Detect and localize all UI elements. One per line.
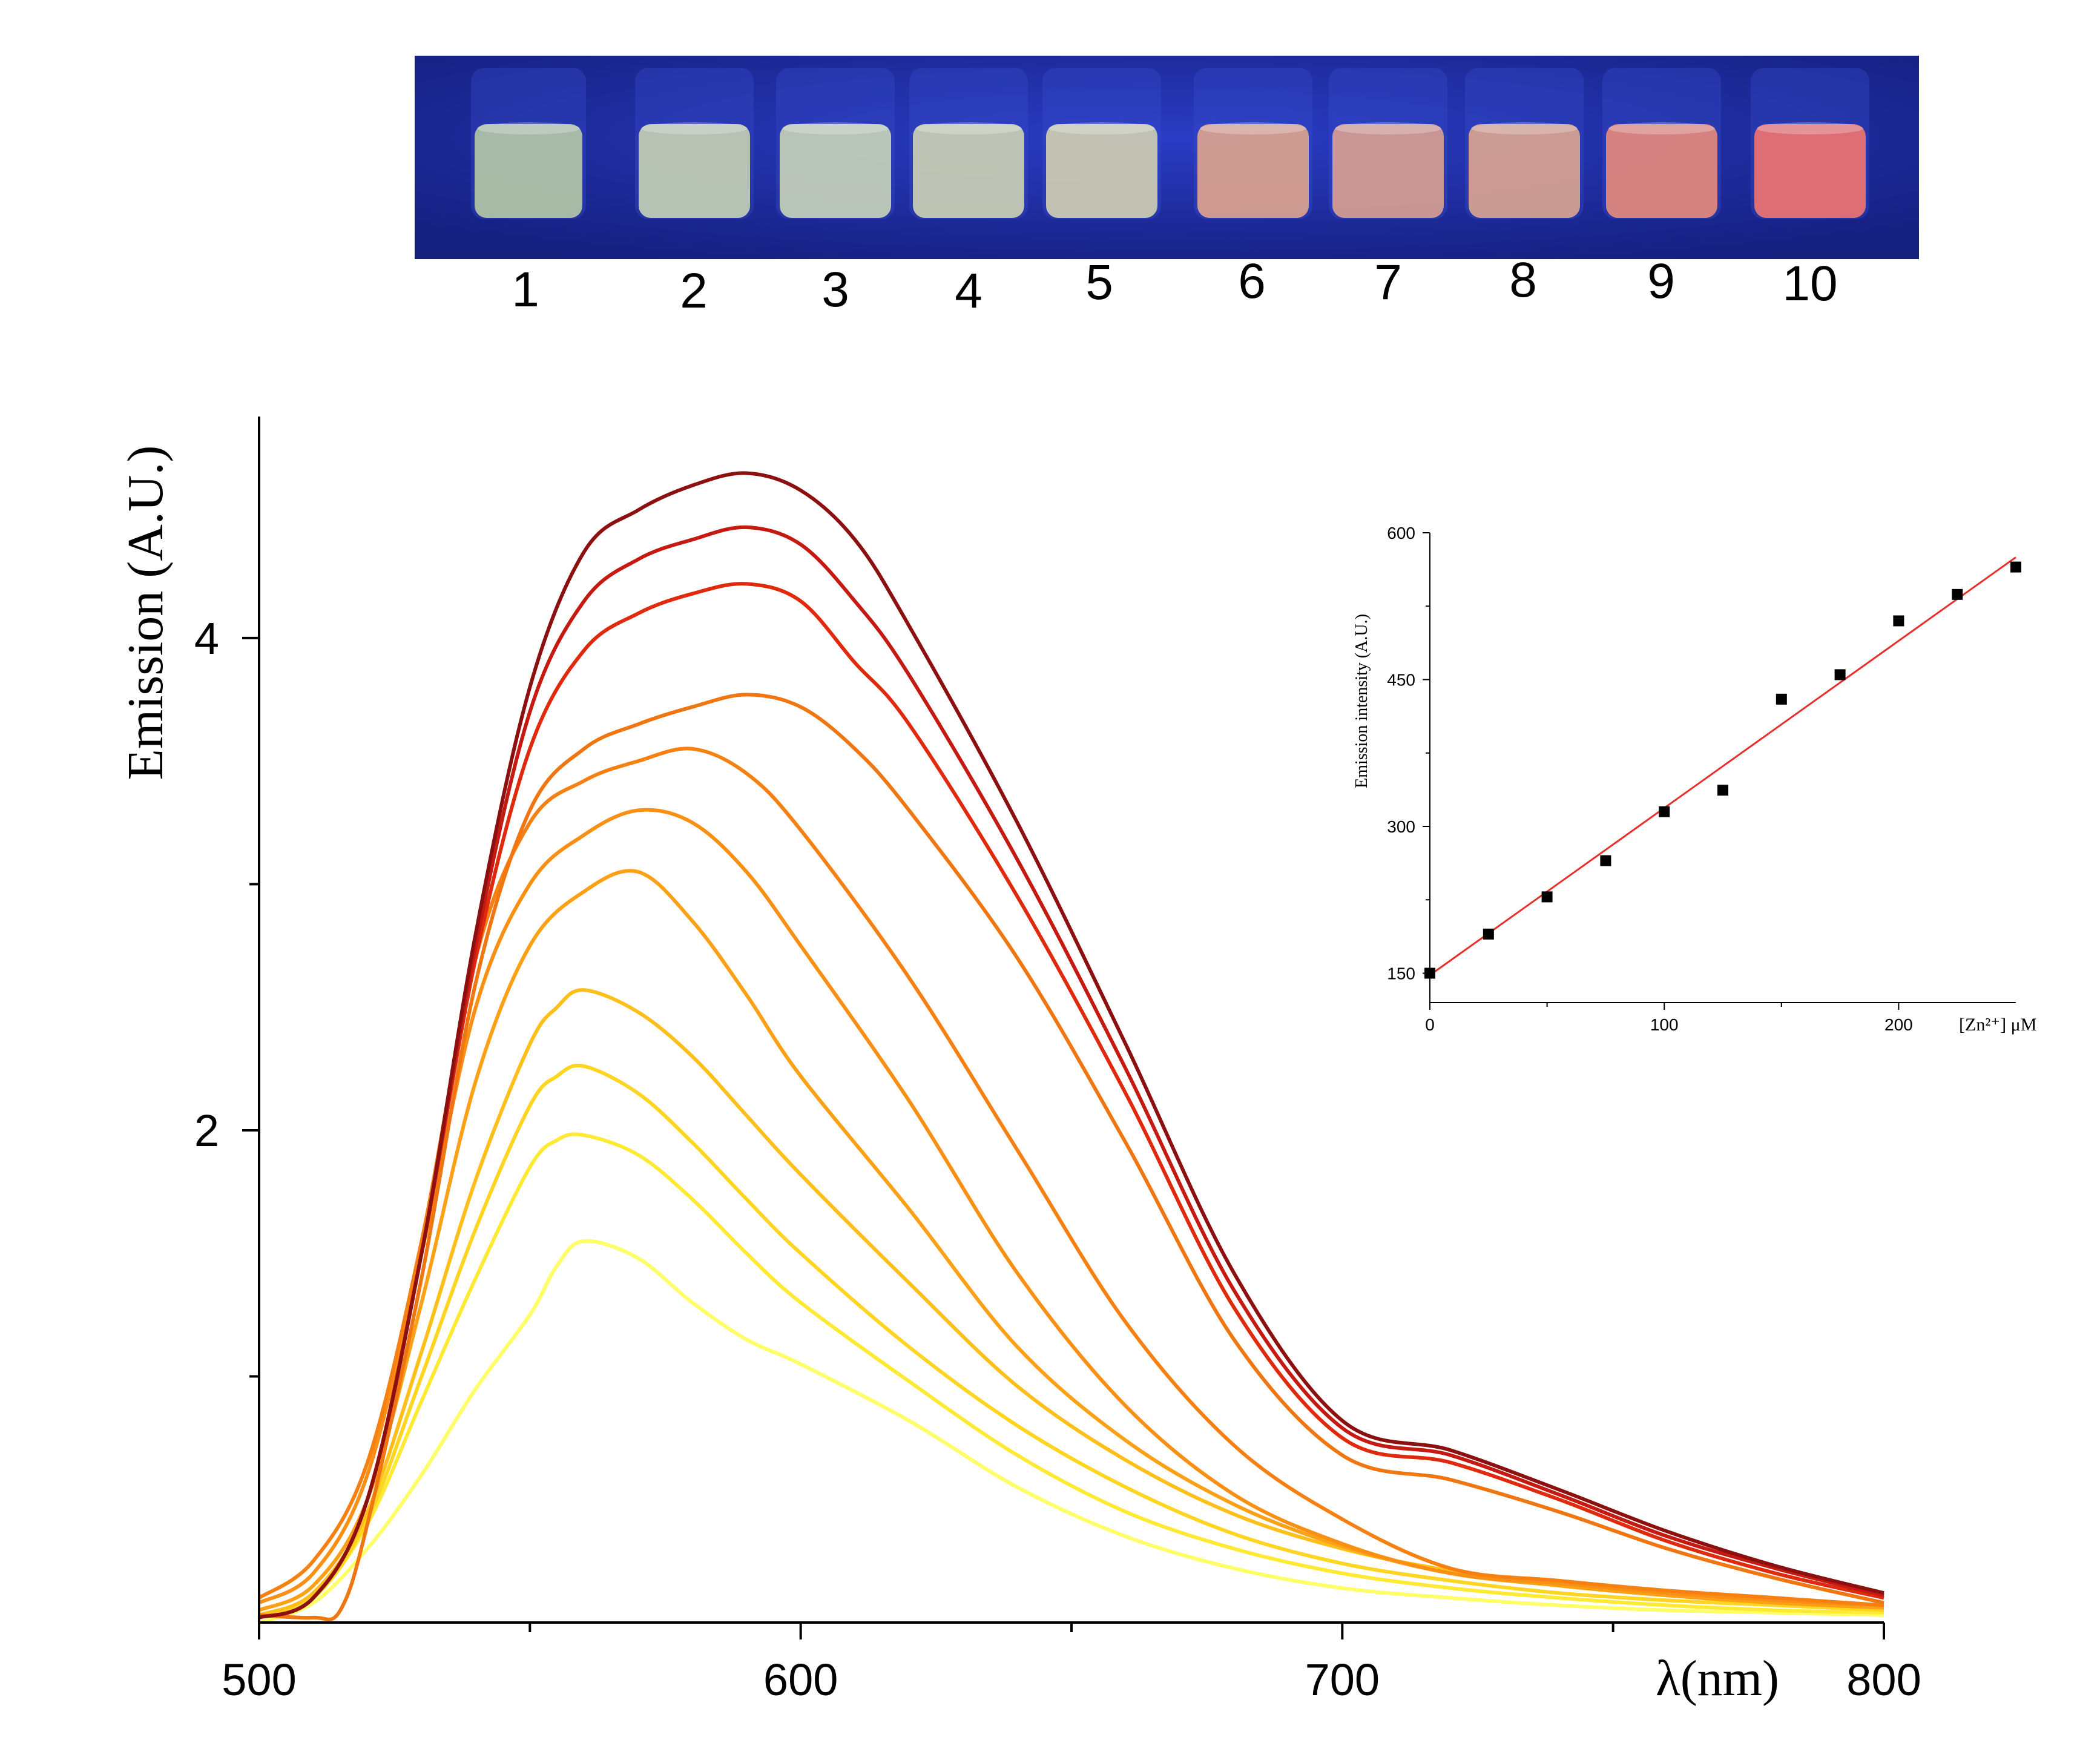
inset-data-point — [1659, 806, 1670, 817]
vial-liquid — [1046, 124, 1157, 218]
emission-series-11 — [258, 471, 1884, 1619]
main-x-tick-label: 800 — [1846, 1655, 1921, 1705]
inset-y-tick-label: 450 — [1387, 671, 1415, 690]
vial-meniscus — [782, 122, 889, 134]
inset-data-point — [1541, 891, 1553, 903]
vial — [471, 68, 586, 219]
vial-liquid — [1606, 124, 1717, 218]
vial-number-label: 5 — [1085, 255, 1113, 310]
inset-data-point — [1893, 615, 1904, 627]
vial-number-label: 1 — [512, 262, 539, 317]
vial-labels: 1 2 3 4 5 6 7 8 9 10 — [512, 252, 1837, 318]
inset-axis-ticks: 0 100 200 150 300 450 600 — [1387, 524, 1912, 1034]
main-y-axis-label: Emission (A.U.) — [117, 446, 174, 780]
inset-y-tick-label: 300 — [1387, 817, 1415, 836]
main-y-tick-label: 4 — [194, 613, 219, 664]
vial-meniscus — [1048, 122, 1155, 134]
vial-meniscus — [477, 122, 580, 134]
inset-data-point — [2010, 561, 2021, 573]
inset-data-point — [1717, 785, 1728, 796]
vial-number-label: 2 — [680, 263, 708, 318]
inset-y-axis-label: Emission intensity (A.U.) — [1352, 614, 1371, 788]
emission-series-3 — [258, 1064, 1884, 1619]
vial-liquid — [1332, 124, 1444, 218]
vial-meniscus — [915, 122, 1022, 134]
main-axis-ticks: 500 600 700 800 2 4 — [194, 613, 1921, 1705]
inset-data-point — [1600, 855, 1611, 866]
vial — [1329, 68, 1447, 219]
vial-number-label: 3 — [821, 262, 849, 317]
main-x-tick-label: 600 — [763, 1655, 838, 1705]
vial-photo-strip: 1 2 3 4 5 6 7 8 9 10 — [415, 56, 1919, 318]
inset-y-tick-label: 150 — [1387, 964, 1415, 983]
main-y-tick-label: 2 — [194, 1105, 219, 1156]
emission-series-8 — [258, 693, 1884, 1621]
vial-liquid — [1469, 124, 1580, 218]
vial-number-label: 6 — [1238, 254, 1266, 309]
emission-series-2 — [258, 1132, 1884, 1619]
inset-data-point — [1424, 967, 1435, 979]
emission-series-group — [258, 471, 1884, 1624]
vial-meniscus — [1471, 122, 1578, 134]
vial-number-label: 8 — [1509, 252, 1537, 308]
vial-meniscus — [1608, 122, 1715, 134]
vial-meniscus — [1335, 122, 1441, 134]
inset-x-axis-label: [Zn²⁺] μM — [1959, 1015, 2036, 1035]
inset-data-point — [1834, 669, 1846, 680]
vial-liquid — [1754, 124, 1866, 218]
inset-x-tick-label: 0 — [1425, 1015, 1435, 1034]
emission-spectra-chart: 500 600 700 800 2 4 Emission (A.U.) λ(nm) — [117, 417, 1921, 1707]
vial — [1042, 68, 1161, 219]
inset-linear-fit-line — [1429, 556, 2016, 976]
vial-liquid — [475, 124, 582, 218]
vial-number-label: 4 — [955, 263, 983, 318]
inset-y-tick-label: 600 — [1387, 524, 1415, 542]
vials — [471, 68, 1869, 219]
inset-calibration-chart: 0 100 200 150 300 450 600 Emission intensity (… — [1352, 524, 2036, 1035]
vial — [1751, 68, 1869, 219]
inset-x-tick-label: 200 — [1884, 1015, 1913, 1034]
vial-meniscus — [1757, 122, 1863, 134]
emission-series-1 — [258, 1239, 1884, 1624]
vial-liquid — [913, 124, 1024, 218]
main-x-tick-label: 700 — [1305, 1655, 1380, 1705]
vial-number-label: 10 — [1782, 256, 1837, 311]
vial-number-label: 7 — [1374, 255, 1402, 310]
main-x-tick-label: 500 — [222, 1655, 296, 1705]
vial — [1194, 68, 1312, 219]
vial — [1465, 68, 1584, 219]
emission-series-10 — [258, 525, 1884, 1619]
vial-meniscus — [1200, 122, 1306, 134]
vial-liquid — [780, 124, 891, 218]
inset-data-point — [1952, 588, 1963, 600]
vial-liquid — [1197, 124, 1309, 218]
inset-x-tick-label: 100 — [1650, 1015, 1679, 1034]
vial-meniscus — [641, 122, 748, 134]
vial — [1602, 68, 1721, 219]
vial — [909, 68, 1028, 219]
main-x-axis-label: λ(nm) — [1656, 1650, 1779, 1707]
vial-liquid — [639, 124, 750, 218]
inset-data-point — [1776, 693, 1787, 705]
vial — [776, 68, 895, 219]
inset-data-points — [1424, 561, 2021, 979]
vial — [635, 68, 754, 219]
inset-data-point — [1483, 928, 1494, 940]
vial-number-label: 9 — [1647, 254, 1675, 309]
emission-series-9 — [258, 582, 1884, 1619]
